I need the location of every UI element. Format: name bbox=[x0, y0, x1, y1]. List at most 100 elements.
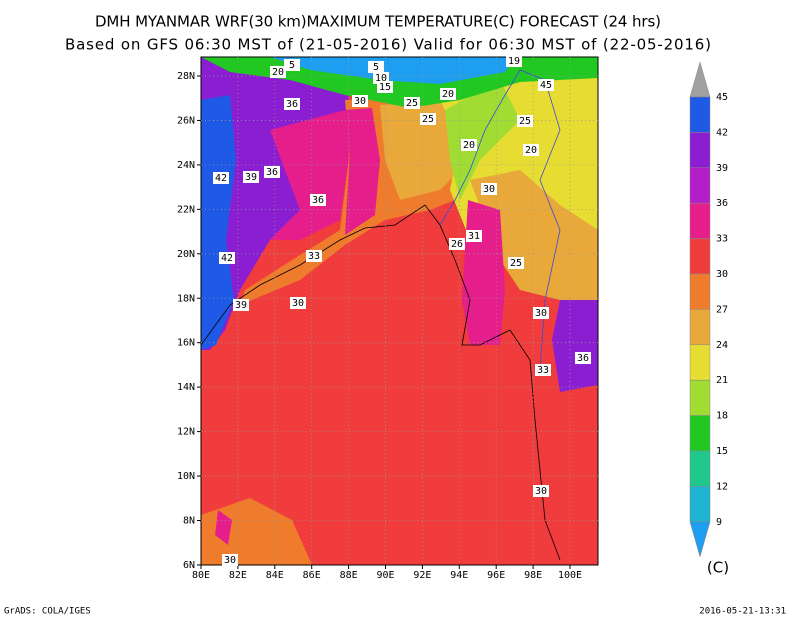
title: DMH MYANMAR WRF(30 km)MAXIMUM TEMPERATUR… bbox=[95, 13, 661, 31]
lat-label: 18N bbox=[177, 293, 195, 304]
contour-label-bg bbox=[517, 115, 533, 127]
colorbar-label: 36 bbox=[716, 198, 728, 209]
contour-label-bg bbox=[535, 364, 551, 376]
contour-label-bg bbox=[481, 183, 497, 195]
contour-label-bg bbox=[420, 113, 436, 125]
contour-label: 20 bbox=[463, 140, 475, 151]
contour-label-bg bbox=[404, 97, 420, 109]
contour-label: 5 bbox=[373, 62, 379, 73]
colorbar-band bbox=[689, 167, 711, 204]
contour-label-bg bbox=[352, 95, 368, 107]
colorbar-bottom bbox=[689, 521, 711, 558]
contour-label-bg bbox=[440, 88, 456, 100]
colorbar-band bbox=[689, 273, 711, 310]
colorbar-top bbox=[689, 61, 711, 98]
contour-label-bg bbox=[310, 194, 326, 206]
lat-label: 24N bbox=[177, 160, 195, 171]
contour-label-bg bbox=[290, 297, 306, 309]
contour-label-bg bbox=[538, 79, 554, 91]
colorbar-band bbox=[689, 415, 711, 452]
contour-label-bg bbox=[508, 257, 524, 269]
lat-label: 26N bbox=[177, 115, 195, 126]
contour-label: 25 bbox=[406, 98, 418, 109]
contour-label: 15 bbox=[379, 82, 391, 93]
contour-label-bg bbox=[243, 171, 259, 183]
lat-label: 14N bbox=[177, 382, 195, 393]
contour-label: 45 bbox=[540, 80, 552, 91]
lon-label: 96E bbox=[487, 570, 505, 581]
contour-label-bg bbox=[461, 139, 477, 151]
contour-label: 26 bbox=[451, 239, 463, 250]
colorbar-label: 45 bbox=[716, 92, 728, 103]
contour-label-bg bbox=[466, 230, 482, 242]
colorbar-band bbox=[689, 486, 711, 523]
colorbar-label: 24 bbox=[716, 340, 728, 351]
colorbar-label: 15 bbox=[716, 446, 728, 457]
contour-label: 30 bbox=[535, 308, 547, 319]
contour-label-bg bbox=[506, 55, 522, 67]
lon-label: 92E bbox=[413, 570, 431, 581]
colorbar-unit: (C) bbox=[707, 559, 729, 577]
footer-right: 2016-05-21-13:31 bbox=[699, 607, 786, 617]
contour-label: 42 bbox=[221, 253, 233, 264]
colorbar-label: 30 bbox=[716, 269, 728, 280]
lon-label: 94E bbox=[450, 570, 468, 581]
contour-label-bg bbox=[449, 238, 465, 250]
footer-left: GrADS: COLA/IGES bbox=[4, 607, 91, 617]
colorbar-band bbox=[689, 132, 711, 169]
contour-label: 36 bbox=[266, 167, 278, 178]
contour-label: 10 bbox=[375, 73, 387, 84]
lon-label: 86E bbox=[303, 570, 321, 581]
colorbar-band bbox=[689, 96, 711, 133]
temperature-field bbox=[201, 57, 598, 565]
lat-label: 12N bbox=[177, 427, 195, 438]
contour-label: 42 bbox=[215, 173, 227, 184]
contour-label: 31 bbox=[468, 231, 480, 242]
colorbar-band bbox=[689, 202, 711, 239]
contour-label-bg bbox=[533, 485, 549, 497]
contour-label: 20 bbox=[525, 145, 537, 156]
colorbar-label: 18 bbox=[716, 411, 728, 422]
contour-label: 36 bbox=[312, 195, 324, 206]
contour-label: 36 bbox=[286, 99, 298, 110]
contour-label: 39 bbox=[235, 300, 247, 311]
colorbar-band bbox=[689, 309, 711, 346]
lon-label: 80E bbox=[192, 570, 210, 581]
colorbar-label: 42 bbox=[716, 127, 728, 138]
contour-label-bg bbox=[377, 81, 393, 93]
colorbar-band bbox=[689, 344, 711, 381]
contour-label-bg bbox=[219, 252, 235, 264]
lat-label: 28N bbox=[177, 71, 195, 82]
contour-label-bg bbox=[575, 352, 591, 364]
lon-label: 82E bbox=[229, 570, 247, 581]
contour-label: 25 bbox=[510, 258, 522, 269]
contour-label-bg bbox=[222, 554, 238, 566]
contour-label: 19 bbox=[508, 56, 520, 67]
lon-label: 90E bbox=[376, 570, 394, 581]
lat-label: 10N bbox=[177, 471, 195, 482]
lat-label: 16N bbox=[177, 338, 195, 349]
contour-label: 39 bbox=[245, 172, 257, 183]
colorbar-band bbox=[689, 238, 711, 275]
colorbar-band bbox=[689, 379, 711, 416]
contour-label-bg bbox=[284, 98, 300, 110]
colorbar-band bbox=[689, 450, 711, 487]
lat-label: 22N bbox=[177, 204, 195, 215]
colorbar-label: 21 bbox=[716, 375, 728, 386]
contour-label-bg bbox=[306, 250, 322, 262]
colorbar-label: 9 bbox=[716, 517, 722, 528]
lat-label: 20N bbox=[177, 249, 195, 260]
lat-label: 6N bbox=[183, 560, 195, 571]
contour-label-bg bbox=[533, 307, 549, 319]
lon-label: 100E bbox=[558, 570, 582, 581]
contour-label-bg bbox=[523, 144, 539, 156]
contour-label: 33 bbox=[537, 365, 549, 376]
contour-label: 25 bbox=[519, 116, 531, 127]
subtitle: Based on GFS 06:30 MST of (21-05-2016) V… bbox=[65, 36, 711, 54]
lon-label: 88E bbox=[340, 570, 358, 581]
colorbar-label: 39 bbox=[716, 163, 728, 174]
contour-label: 30 bbox=[292, 298, 304, 309]
contour-label: 33 bbox=[308, 251, 320, 262]
lat-label: 8N bbox=[183, 516, 195, 527]
